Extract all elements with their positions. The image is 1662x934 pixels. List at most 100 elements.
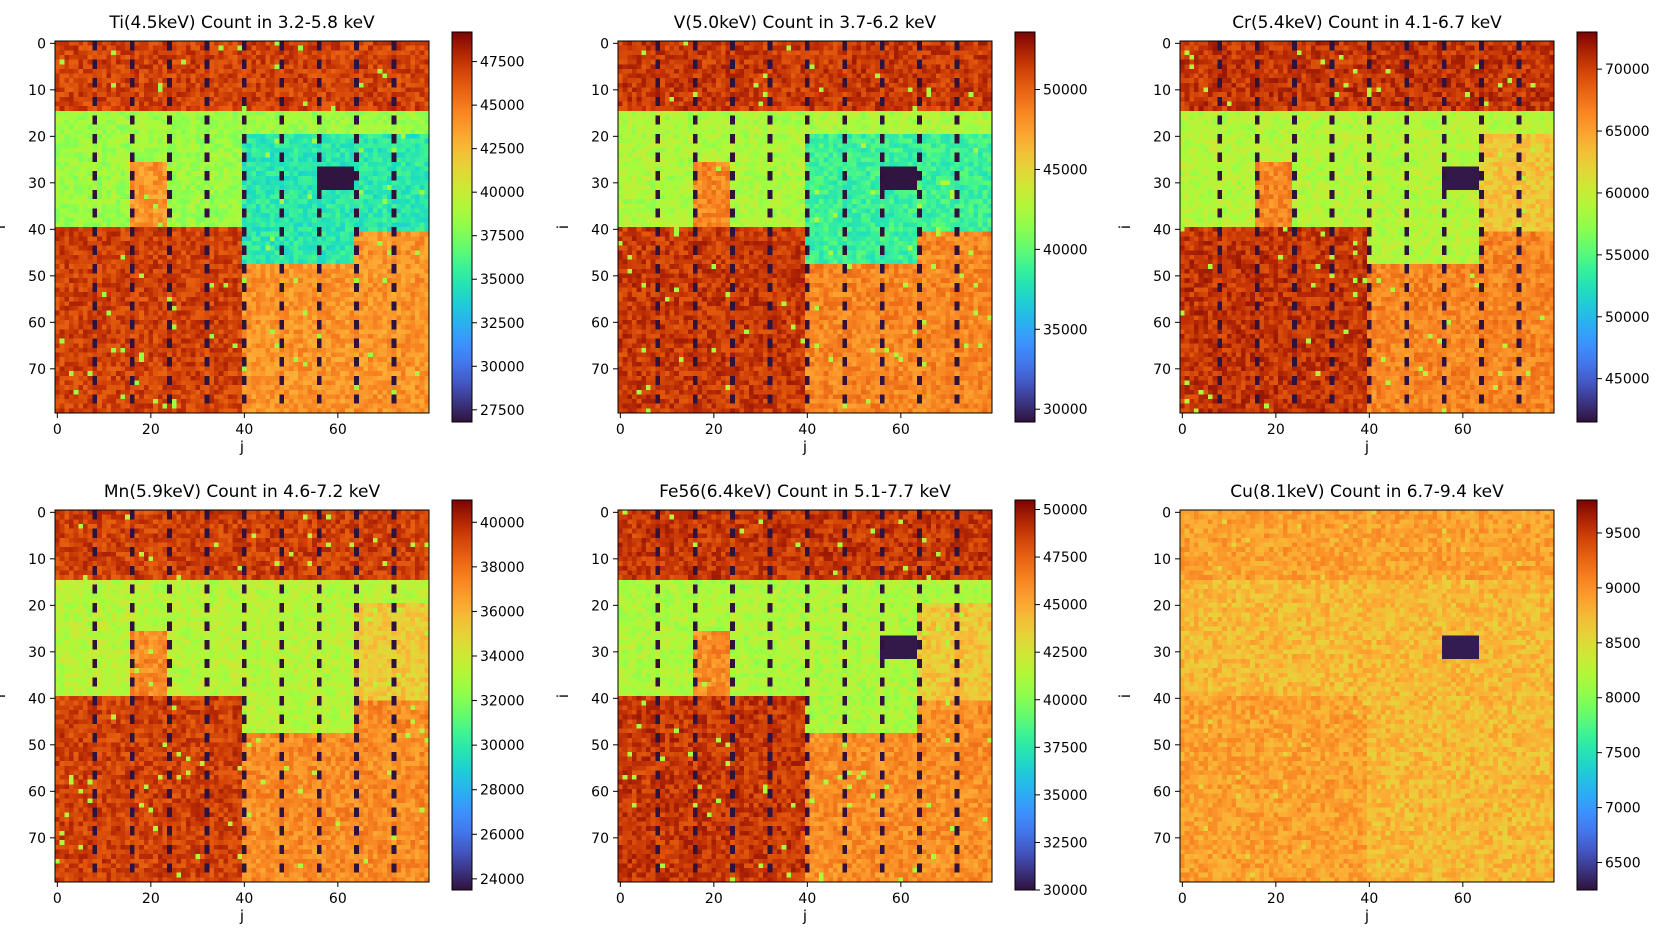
colorbar-tick-label: 50000	[1043, 83, 1088, 99]
y-axis-label: i	[0, 694, 9, 698]
colorbar: 30000 35000 40000 45000 50000	[1014, 31, 1088, 423]
y-tick-label: 30	[1153, 645, 1171, 661]
y-tick-label: 0	[600, 505, 609, 521]
colorbar-tick-label: 35000	[480, 272, 525, 288]
x-tick-label: 20	[142, 891, 160, 907]
x-tick-label: 0	[616, 422, 625, 438]
y-tick-label: 60	[591, 315, 609, 331]
colorbar-tick-label: 40000	[1043, 693, 1088, 709]
heatmap-cells	[1180, 41, 1555, 414]
colorbar-tick-label: 45000	[1605, 372, 1650, 388]
colorbar-tick-label: 40000	[480, 185, 525, 201]
y-tick-label: 50	[28, 269, 46, 285]
panel-title: V(5.0keV) Count in 3.7-6.2 keV	[674, 13, 937, 33]
y-tick-label: 10	[28, 552, 46, 568]
colorbar-tick-label: 30000	[480, 359, 525, 375]
colorbar-tick-label: 9000	[1605, 581, 1641, 597]
y-tick-label: 70	[591, 831, 609, 847]
colorbar-tick-label: 42500	[480, 142, 525, 158]
x-tick-label: 0	[1178, 891, 1187, 907]
colorbar-tick-label: 38000	[480, 560, 525, 576]
y-tick-label: 70	[28, 362, 46, 378]
panel-title: Ti(4.5keV) Count in 3.2-5.8 keV	[108, 13, 375, 33]
y-tick-label: 60	[1153, 784, 1171, 800]
y-tick-label: 60	[1153, 315, 1171, 331]
panel-title: Mn(5.9keV) Count in 4.6-7.2 keV	[104, 482, 381, 502]
colorbar-tick-label: 45000	[1043, 598, 1088, 614]
colorbar-tick-label: 32000	[480, 694, 525, 710]
y-axis-label: i	[554, 225, 572, 229]
y-tick-label: 20	[591, 598, 609, 614]
y-axis-label: i	[1116, 225, 1134, 229]
heatmap-cells	[55, 510, 430, 883]
colorbar-tick-label: 32500	[480, 316, 525, 332]
plot-frame	[1179, 509, 1555, 883]
colorbar-tick-label: 35000	[1043, 788, 1088, 804]
colorbar-gradient	[1014, 31, 1036, 423]
x-tick-label: 20	[1267, 891, 1285, 907]
y-tick-label: 20	[28, 598, 46, 614]
y-tick-label: 60	[591, 784, 609, 800]
y-tick-label: 0	[37, 36, 46, 52]
y-tick-label: 20	[28, 129, 46, 145]
colorbar-tick-label: 26000	[480, 827, 525, 843]
x-tick-label: 0	[1178, 422, 1187, 438]
heatmap-panel-5: Fe56(6.4keV) Count in 5.1-7.7 keV 0 20 40 60…	[554, 482, 1088, 925]
colorbar-tick-label: 7500	[1605, 746, 1641, 762]
colorbar-gradient	[451, 499, 473, 891]
heatmap-cells	[55, 41, 430, 414]
colorbar-tick-label: 36000	[480, 604, 525, 620]
colorbar-tick-label: 24000	[480, 872, 525, 888]
colorbar-tick-label: 42500	[1043, 645, 1088, 661]
colorbar-gradient	[451, 31, 473, 423]
y-tick-label: 50	[1153, 738, 1171, 754]
x-tick-label: 20	[1267, 422, 1285, 438]
y-tick-label: 30	[28, 176, 46, 192]
colorbar-tick-label: 8500	[1605, 636, 1641, 652]
colorbar-tick-label: 47500	[1043, 550, 1088, 566]
x-tick-label: 60	[892, 422, 910, 438]
colorbar-gradient	[1014, 499, 1036, 891]
colorbar-tick-label: 27500	[480, 403, 525, 419]
colorbar-tick-label: 50000	[1043, 503, 1088, 519]
heatmap-panel-1: Ti(4.5keV) Count in 3.2-5.8 keV 0 20 40 60 0 1…	[0, 13, 525, 456]
x-tick-label: 0	[53, 422, 62, 438]
x-tick-label: 60	[892, 891, 910, 907]
y-tick-label: 50	[591, 738, 609, 754]
y-tick-label: 40	[28, 222, 46, 238]
panel-title: Fe56(6.4keV) Count in 5.1-7.7 keV	[659, 482, 951, 502]
colorbar-tick-label: 37500	[1043, 740, 1088, 756]
y-tick-label: 20	[591, 129, 609, 145]
colorbar-gradient	[1576, 499, 1598, 891]
plot-frame	[617, 509, 993, 883]
colorbar: 45000 50000 55000 60000 65000 70000	[1576, 31, 1650, 423]
colorbar-tick-label: 6500	[1605, 856, 1641, 872]
y-tick-label: 0	[1162, 505, 1171, 521]
colorbar-tick-label: 45000	[1043, 162, 1088, 178]
y-tick-label: 20	[1153, 129, 1171, 145]
heatmap-cells	[618, 41, 993, 414]
y-tick-label: 40	[591, 691, 609, 707]
y-axis-label: i	[554, 694, 572, 698]
x-tick-label: 40	[235, 891, 253, 907]
colorbar-tick-label: 40000	[1043, 242, 1088, 258]
x-axis-label: j	[239, 907, 244, 925]
colorbar-tick-label: 28000	[480, 783, 525, 799]
colorbar-tick-label: 32500	[1043, 835, 1088, 851]
y-tick-label: 50	[28, 738, 46, 754]
x-tick-label: 20	[142, 422, 160, 438]
panel-title: Cr(5.4keV) Count in 4.1-6.7 keV	[1232, 13, 1502, 33]
y-tick-label: 10	[1153, 552, 1171, 568]
y-tick-label: 40	[1153, 691, 1171, 707]
x-tick-label: 60	[1454, 422, 1472, 438]
y-tick-label: 10	[591, 552, 609, 568]
y-tick-label: 70	[591, 362, 609, 378]
y-tick-label: 30	[591, 176, 609, 192]
x-tick-label: 0	[53, 891, 62, 907]
y-tick-label: 10	[28, 83, 46, 99]
plot-frame	[54, 40, 430, 414]
heatmap-panel-6: Cu(8.1keV) Count in 6.7-9.4 keV 0 20 40 60 0 1…	[1116, 482, 1641, 925]
y-tick-label: 40	[28, 691, 46, 707]
colorbar-tick-label: 37500	[480, 229, 525, 245]
colorbar-tick-label: 7000	[1605, 801, 1641, 817]
